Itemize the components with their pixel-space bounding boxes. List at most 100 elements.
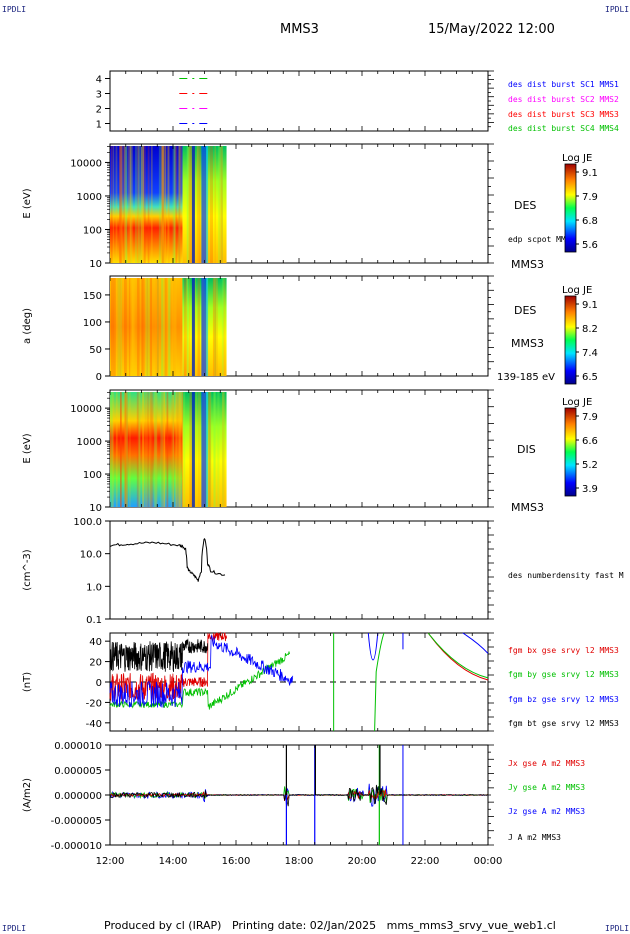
y-tick-label: 0.000000 xyxy=(54,791,102,802)
spectrogram-streak xyxy=(213,278,216,376)
legend-entry: des dist burst SC2 MMS2 xyxy=(508,95,619,104)
colorbar-tick-label: 6.6 xyxy=(582,436,598,447)
legend-entry: J A m2 MMS3 xyxy=(508,833,561,842)
spectrogram-streak xyxy=(124,392,127,507)
spectrogram-streak xyxy=(223,278,226,376)
spectrogram-streak xyxy=(138,392,141,507)
x-tick-label: 18:00 xyxy=(285,856,314,867)
spectrogram-streak xyxy=(162,392,166,507)
spectrogram-streak xyxy=(130,146,132,263)
spectrogram-streak xyxy=(173,278,177,376)
spectrogram-streak xyxy=(214,278,217,376)
spectrogram-streak xyxy=(142,278,145,376)
colorbar-tick-label: 9.1 xyxy=(582,300,598,311)
spectrogram-streak xyxy=(178,146,181,263)
bt-line xyxy=(109,638,208,672)
by-spike xyxy=(374,632,385,732)
spectrogram-streak xyxy=(149,278,153,376)
y-tick-label: 150 xyxy=(83,291,102,302)
spectrogram-streak xyxy=(150,146,153,263)
spectrogram-streak xyxy=(161,278,163,376)
corner-label-bottom-left: IPDLI xyxy=(2,924,27,933)
legend-entry: fgm bx gse srvy l2 MMS3 xyxy=(508,646,619,655)
y-tick-label: 0.000010 xyxy=(54,741,102,752)
spectrogram-streak xyxy=(143,146,146,263)
spectrogram-region xyxy=(110,146,183,263)
spectrogram-streak xyxy=(175,146,178,263)
y-tick-label: 0 xyxy=(96,678,102,689)
spectrogram-streak xyxy=(212,278,216,376)
spectrogram-streak xyxy=(147,392,149,507)
y-tick-label: 3 xyxy=(96,90,102,101)
spectrogram-streak xyxy=(206,146,209,263)
spectrogram-streak xyxy=(161,392,163,507)
spectrogram-streak xyxy=(156,278,159,376)
spectrogram-streak xyxy=(124,392,126,507)
y-tick-label: -0.000010 xyxy=(51,841,102,852)
spectrogram-streak xyxy=(129,392,131,507)
y-axis-label: (A/m2) xyxy=(22,778,33,812)
y-tick-label: 1000 xyxy=(77,192,102,203)
spectrogram-streak xyxy=(120,392,122,507)
spectrogram-streak xyxy=(142,392,145,507)
spectrogram-streak xyxy=(125,392,129,507)
spectrogram-streak xyxy=(221,278,224,376)
corner-label-top-left: IPDLI xyxy=(2,5,27,14)
colorbar-tick-label: 7.9 xyxy=(582,412,598,423)
legend-entry: Jx gse A m2 MMS3 xyxy=(508,759,585,768)
panel-frame xyxy=(109,70,489,132)
colorbar-tick-label: 9.1 xyxy=(582,168,598,179)
colorbar-tick-label: 7.4 xyxy=(582,348,598,359)
spectrogram-streak xyxy=(119,146,121,263)
spectrogram-streak xyxy=(161,146,164,263)
y-tick-label: 4 xyxy=(96,75,102,86)
panel-label: edp scpot MMS3 xyxy=(508,235,576,244)
panel-label: MMS3 xyxy=(511,501,544,514)
spectrogram-streak xyxy=(208,146,210,263)
spectrogram-streak xyxy=(165,278,168,376)
colorbar xyxy=(564,295,577,385)
spectrogram-streak xyxy=(172,392,175,507)
spectrogram-streak xyxy=(117,278,120,376)
spectrogram-streak xyxy=(221,146,223,263)
spectrogram-streak xyxy=(150,392,154,507)
spectrogram-streak xyxy=(129,146,131,263)
y-tick-label: 0.1 xyxy=(86,615,102,626)
spectrogram-streak xyxy=(110,278,114,376)
legend-entry: fgm by gse srvy l2 MMS3 xyxy=(508,670,619,679)
spectrogram-streak xyxy=(135,146,137,263)
spectrogram-streak xyxy=(114,278,116,376)
spectrogram-streak xyxy=(162,146,164,263)
y-tick-label: 100 xyxy=(83,225,102,236)
y-tick-label: 1 xyxy=(96,120,102,131)
colorbar xyxy=(564,163,577,253)
y-tick-label: 0.000005 xyxy=(54,766,102,777)
colorbar-tick-label: 5.2 xyxy=(582,460,598,471)
spectrogram-streak xyxy=(184,278,187,376)
y-tick-label: 100 xyxy=(83,318,102,329)
spectrogram-streak xyxy=(141,146,144,263)
bz-line xyxy=(109,634,294,708)
spectrogram-streak xyxy=(188,146,190,263)
spectrogram-streak xyxy=(172,392,175,507)
density-line xyxy=(109,538,226,582)
spectrogram-streak xyxy=(161,146,164,263)
spectrogram-streak xyxy=(163,278,167,376)
x-tick-label: 22:00 xyxy=(411,856,440,867)
panel-label: MMS3 xyxy=(511,258,544,271)
by-tail xyxy=(427,632,489,679)
y-tick-label: 1.0 xyxy=(86,582,102,593)
spectrogram-streak xyxy=(210,146,213,263)
colorbar-tick-label: 6.5 xyxy=(582,372,598,383)
spectrogram-streak xyxy=(148,278,150,376)
spectrogram-streak xyxy=(119,278,122,376)
panel-label: DES xyxy=(514,199,536,212)
spectrogram-streak xyxy=(115,392,118,507)
colorbar-tick-label: 6.8 xyxy=(582,216,598,227)
spectrogram-streak xyxy=(141,146,145,263)
colorbar-title: Log JE xyxy=(562,153,592,164)
spectrogram-streak xyxy=(129,146,133,263)
spectrogram-streak xyxy=(178,392,182,507)
spectrogram-streak xyxy=(163,146,166,263)
spectrogram-streak xyxy=(112,146,115,263)
